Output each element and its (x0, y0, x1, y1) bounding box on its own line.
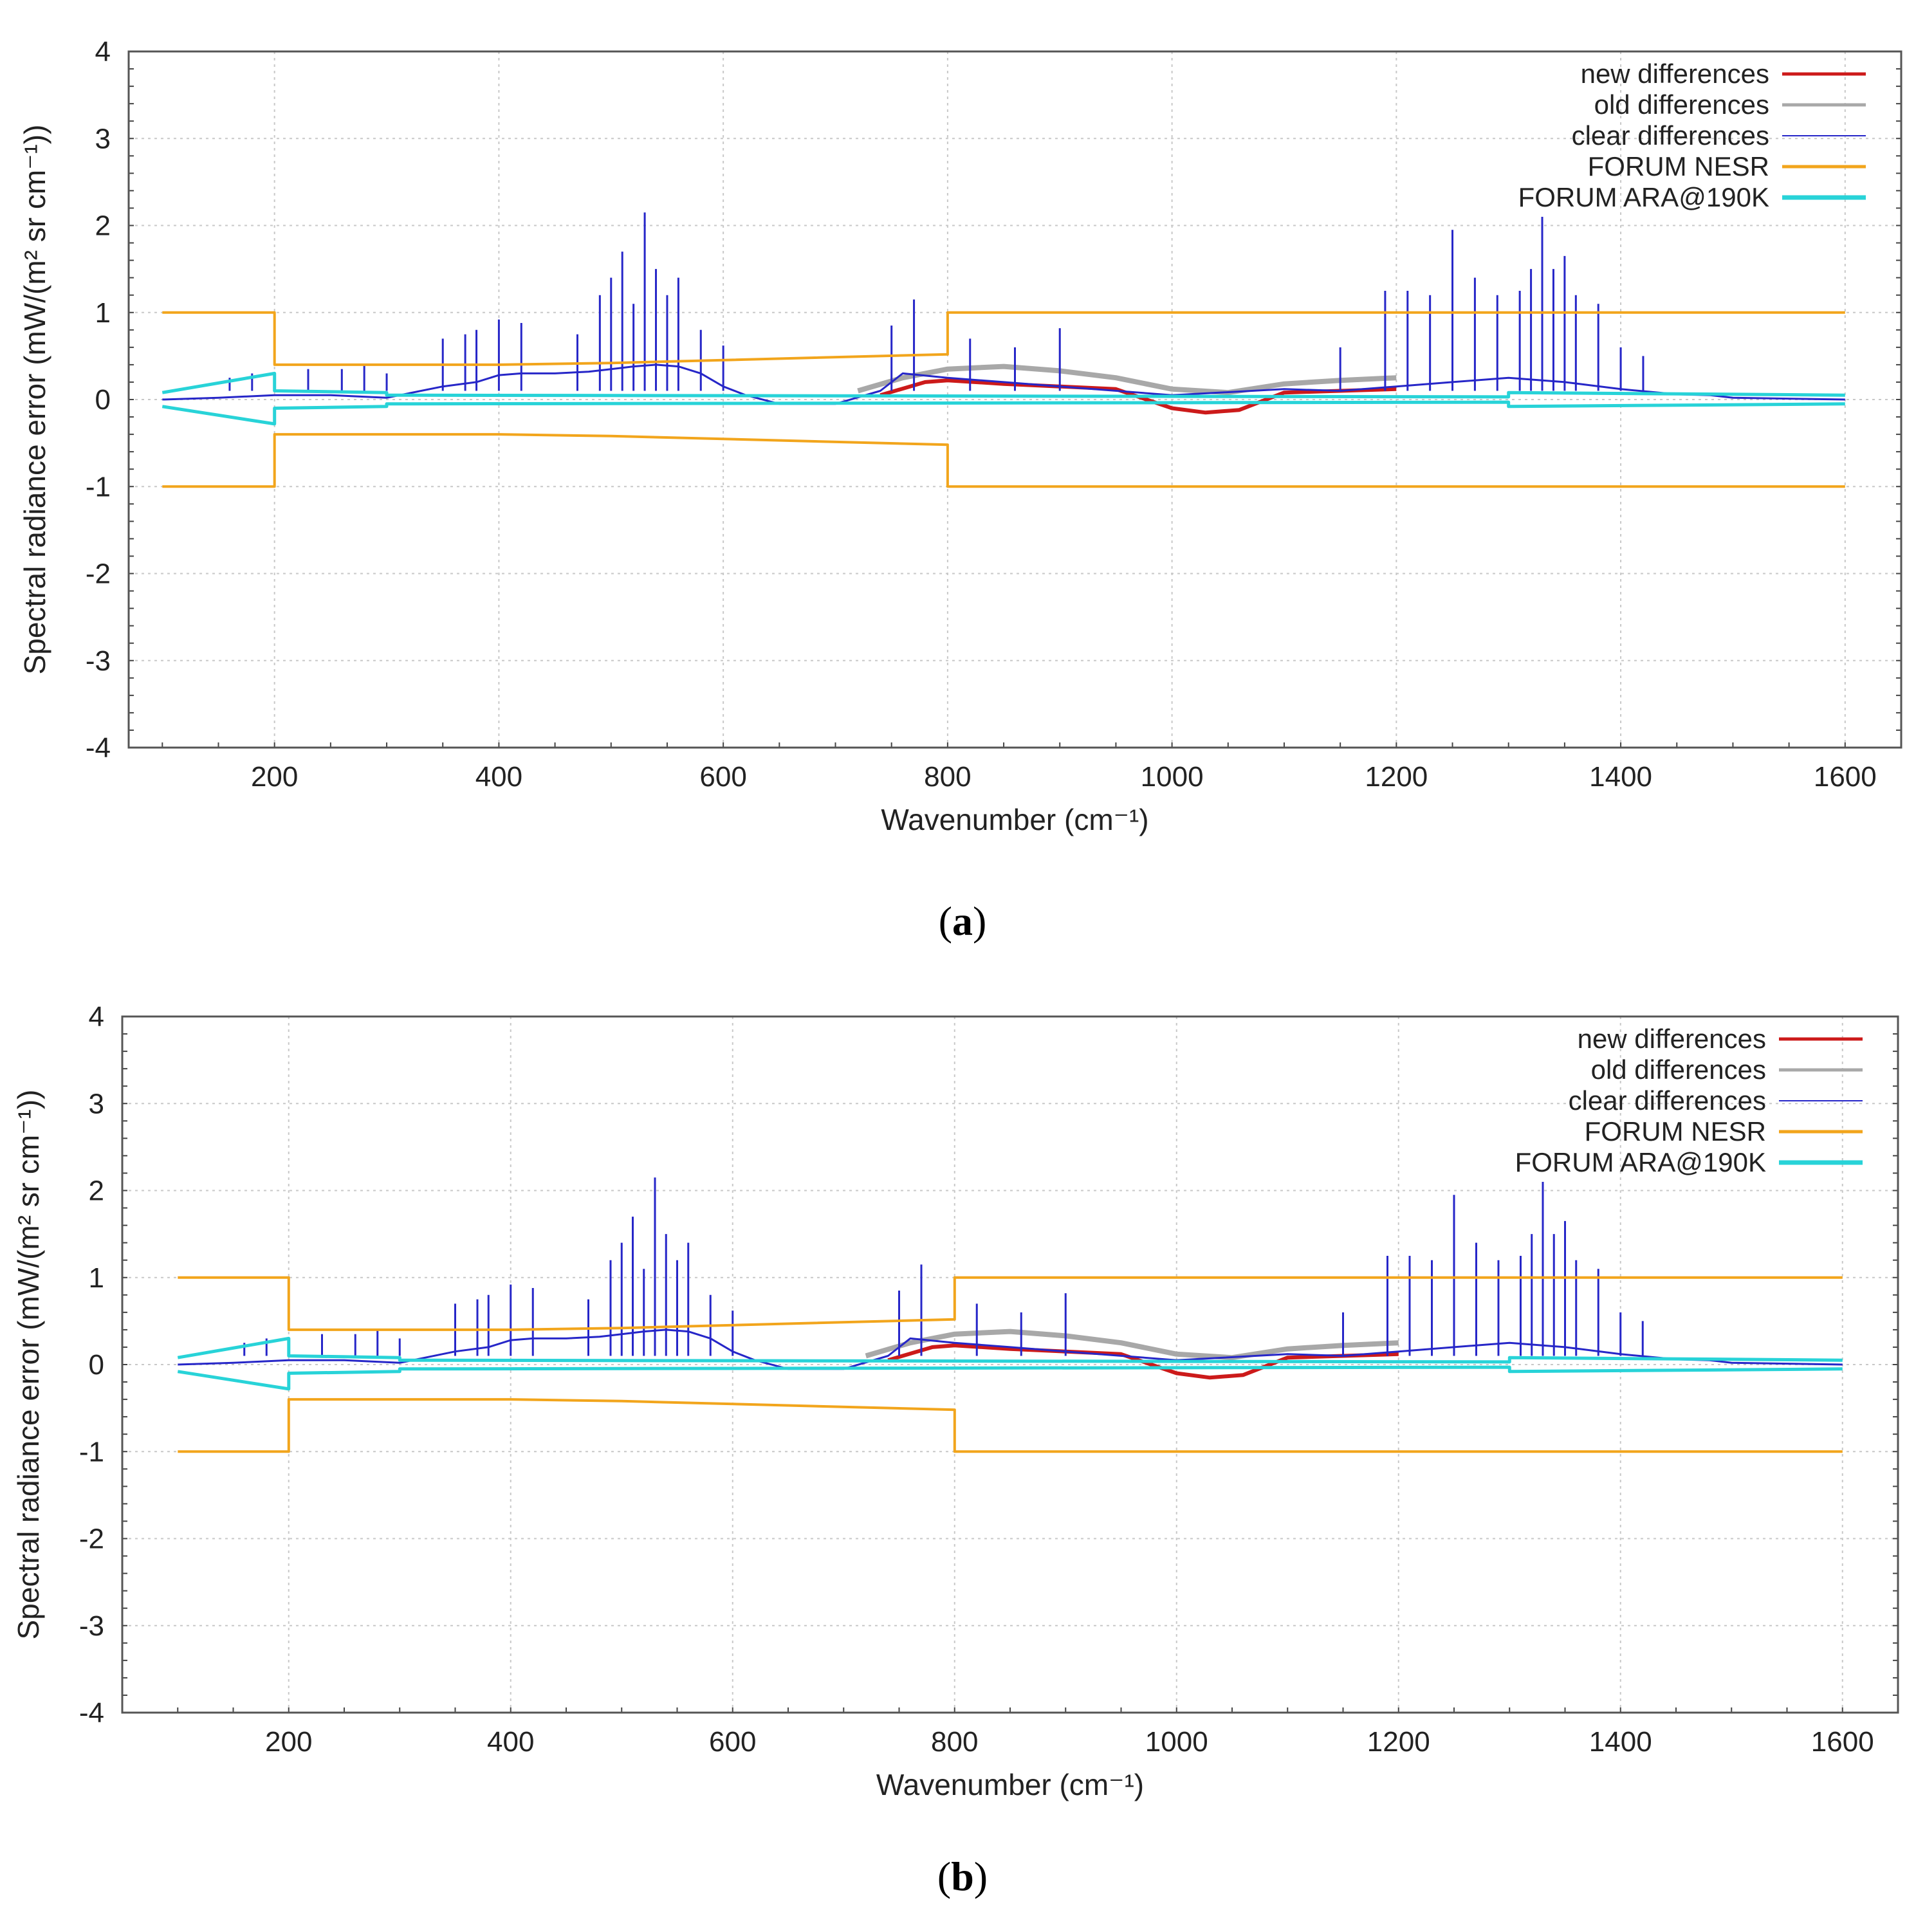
series-forum-ara-190k (177, 1336, 1843, 1364)
y-axis-label: Spectral radiance error (mW/(m² sr cm⁻¹)… (18, 125, 51, 675)
chart-panel-b: 200 400 600 800 1000 1200 1400 1600 4 3 2 1 0 -1 -2 -3 -… (0, 965, 1925, 1853)
legend-label: clear differences (1569, 1085, 1766, 1116)
legend-label: clear differences (1572, 120, 1769, 151)
plot-frame (121, 1015, 1899, 1714)
x-tick-label: 600 (699, 761, 746, 793)
legend-label: FORUM NESR (1588, 151, 1769, 181)
y-tick-label: 1 (95, 297, 111, 329)
x-tick-label: 200 (265, 1726, 312, 1758)
y-tick-label: -1 (79, 1436, 104, 1467)
x-axis-label: Wavenumber (cm⁻¹) (876, 1768, 1144, 1801)
legend-label: FORUM NESR (1585, 1116, 1766, 1146)
y-tick-label: -3 (86, 645, 111, 677)
caption-a: (a) (938, 898, 987, 944)
y-tick-label: 2 (89, 1175, 104, 1207)
x-tick-label: 400 (487, 1726, 534, 1758)
x-tick-label: 600 (709, 1726, 756, 1758)
y-tick-label: 0 (95, 384, 111, 416)
x-tick-label: 1600 (1811, 1726, 1874, 1758)
y-tick-label: 2 (95, 210, 111, 242)
y-tick-label: -1 (86, 471, 111, 502)
series-forum-ara-190k-negative (177, 1365, 1843, 1391)
y-tick-label: -2 (79, 1523, 104, 1555)
y-tick-label: -4 (86, 732, 111, 764)
legend-label: old differences (1594, 89, 1769, 120)
x-tick-label: 800 (924, 761, 971, 793)
y-tick-label: -4 (79, 1697, 104, 1729)
chart-a: 200 400 600 800 1000 1200 1400 1600 4 3 2 1 0 -1 -2 -3 -… (18, 36, 1902, 836)
chart-b: 200 400 600 800 1000 1200 1400 1600 4 3 2 1 0 -1 -2 -3 -… (12, 1001, 1899, 1801)
y-tick-label: -3 (79, 1610, 104, 1642)
caption-b: (b) (937, 1854, 988, 1899)
legend-label: new differences (1581, 59, 1769, 89)
series-forum-nesr (178, 1276, 1843, 1331)
y-axis-label: Spectral radiance error (mW/(m² sr cm⁻¹)… (12, 1090, 45, 1640)
y-tick-label: 4 (95, 36, 111, 68)
series-forum-nesr-negative (178, 1398, 1843, 1453)
series-forum-ara-190k (161, 371, 1845, 399)
series-forum-nesr (162, 311, 1845, 366)
x-tick-label: 800 (931, 1726, 978, 1758)
series-old-differences (865, 1329, 1399, 1361)
y-tick-label: -2 (86, 558, 111, 590)
x-tick-label: 1400 (1589, 1726, 1652, 1758)
series-old-differences (857, 363, 1397, 396)
chart-panel-a: 200 400 600 800 1000 1200 1400 1600 4 3 2 1 0 -1 -2 -3 -… (0, 0, 1925, 888)
series-new-differences (880, 378, 1397, 415)
legend-label: FORUM ARA@190K (1515, 1147, 1766, 1177)
legend-label: new differences (1578, 1024, 1766, 1054)
y-tick-label: 1 (89, 1262, 104, 1294)
y-tick-label: 4 (89, 1001, 104, 1033)
x-tick-label: 400 (475, 761, 522, 793)
y-tick-label: 3 (95, 123, 111, 154)
x-tick-label: 1400 (1589, 761, 1652, 793)
series-forum-nesr-negative (162, 433, 1845, 488)
x-tick-label: 1200 (1367, 1726, 1430, 1758)
y-tick-label: 0 (89, 1349, 104, 1381)
x-tick-label: 1000 (1145, 1726, 1208, 1758)
x-tick-label: 200 (251, 761, 298, 793)
x-axis-label: Wavenumber (cm⁻¹) (881, 803, 1148, 836)
series-new-differences (887, 1343, 1399, 1380)
x-tick-label: 1600 (1814, 761, 1877, 793)
legend-label: old differences (1591, 1054, 1766, 1085)
caption-b-label: b (951, 1854, 974, 1899)
y-tick-label: 3 (89, 1088, 104, 1119)
caption-a-label: a (952, 898, 973, 944)
plot-frame (127, 50, 1902, 749)
legend-label: FORUM ARA@190K (1518, 182, 1769, 212)
series-forum-ara-190k-negative (161, 400, 1845, 426)
x-tick-label: 1200 (1365, 761, 1428, 793)
x-tick-label: 1000 (1141, 761, 1204, 793)
